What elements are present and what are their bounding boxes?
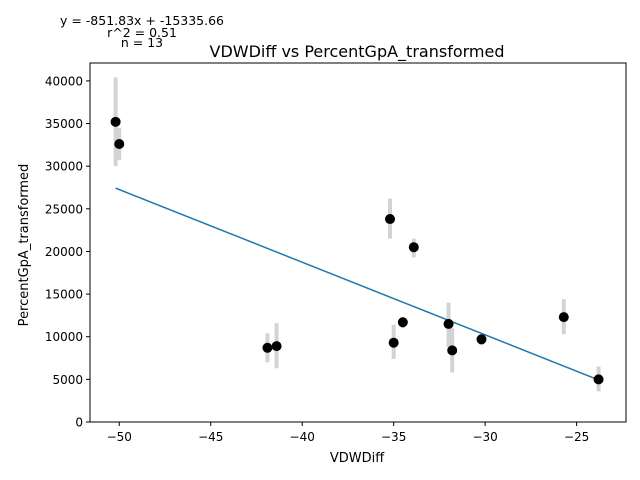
x-tick-label: −40 (290, 430, 315, 444)
y-tick-label: 20000 (45, 245, 83, 259)
y-tick-label: 5000 (52, 373, 83, 387)
x-tick-label: −45 (198, 430, 223, 444)
data-point (388, 337, 399, 348)
y-tick-label: 30000 (45, 160, 83, 174)
y-tick-label: 15000 (45, 288, 83, 302)
x-tick-label: −25 (564, 430, 589, 444)
y-tick-label: 0 (75, 416, 83, 430)
y-axis-label: PercentGpA_transformed (17, 164, 32, 327)
data-point (447, 345, 458, 356)
data-point (558, 312, 569, 323)
r-squared-annotation: r^2 = 0.51 (107, 25, 177, 40)
data-point (593, 374, 604, 385)
plot-frame (89, 62, 627, 423)
n-annotation: n = 13 (121, 35, 163, 50)
data-point (110, 116, 121, 127)
data-point (262, 342, 273, 353)
y-tick-label: 35000 (45, 117, 83, 131)
x-axis-label: VDWDiff (330, 451, 385, 466)
data-point (114, 139, 125, 150)
data-point (385, 214, 396, 225)
regression-line (115, 187, 599, 381)
y-tick-label: 25000 (45, 202, 83, 216)
chart-title: VDWDiff vs PercentGpA_transformed (210, 42, 505, 62)
x-tick-label: −30 (472, 430, 497, 444)
y-tick-label: 10000 (45, 330, 83, 344)
x-tick-label: −50 (107, 430, 132, 444)
data-point (397, 317, 408, 328)
data-point (271, 341, 282, 352)
y-tick-label: 40000 (45, 74, 83, 88)
x-tick-label: −35 (381, 430, 406, 444)
equation-annotation: y = -851.83x + -15335.66 (60, 13, 224, 28)
data-point (443, 318, 454, 329)
data-point (408, 242, 419, 253)
data-point (476, 334, 487, 345)
plot-area: −50 −45 −40 −35 −30 −25 0 5000 10000 15000 20000 25… (45, 62, 627, 444)
